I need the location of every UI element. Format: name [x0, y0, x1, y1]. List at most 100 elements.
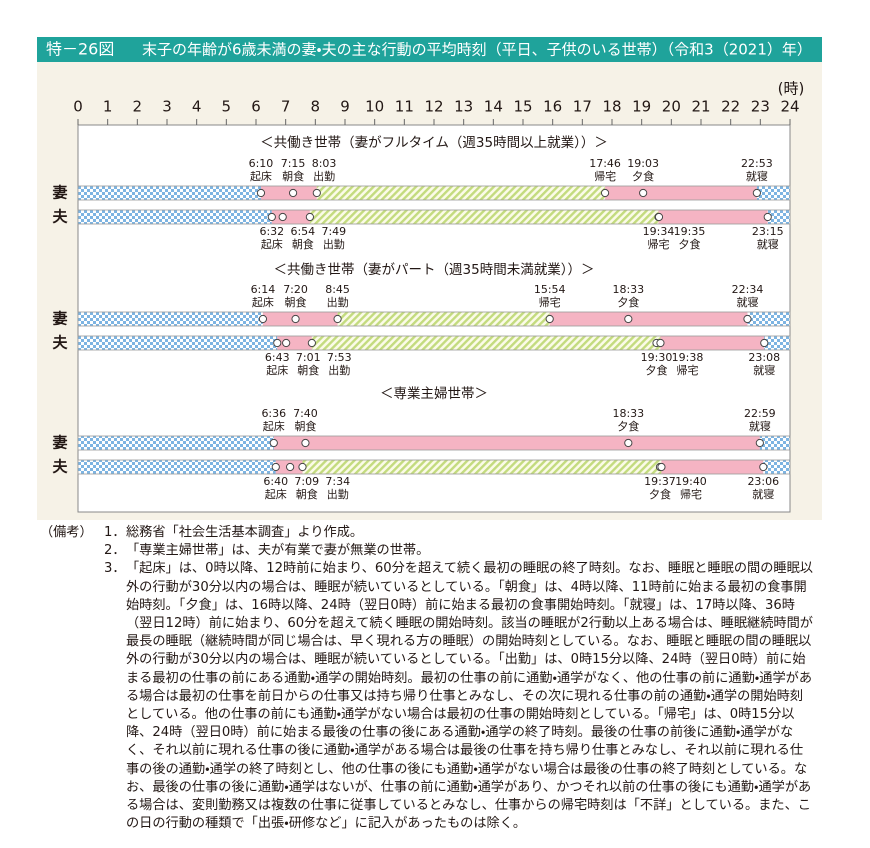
event-marker: [759, 462, 768, 472]
x-tick-label: 6: [251, 98, 261, 116]
bar-outline: [77, 459, 791, 475]
event-time: 6:14: [251, 283, 276, 296]
sleep-segment: [747, 312, 790, 326]
event-marker: [267, 212, 276, 222]
note-number: 1．: [104, 525, 126, 540]
event-time: 19:40: [675, 475, 707, 488]
event-time: 18:33: [612, 283, 644, 296]
event-name: 起床: [266, 364, 288, 377]
row-label: 妻: [52, 310, 67, 328]
event-time: 7:53: [327, 351, 352, 364]
sleep-segment: [763, 460, 790, 474]
row-label: 妻: [52, 184, 67, 202]
note-text: 「起床」は、0時以降、12時前に始まり、60分を超えて続く最初の睡眠の終了時刻。…: [126, 561, 813, 832]
event-time: 6:43: [265, 351, 290, 364]
event-time: 23:06: [747, 475, 779, 488]
event-name: 朝食: [282, 170, 304, 183]
work-segment: [309, 210, 659, 224]
event-marker: [752, 188, 761, 198]
x-tick-label: 11: [395, 98, 414, 116]
chart: 特－26図 末子の年齢が6歳未満の妻・夫の主な行動の平均時刻（平日、子供のいる世…: [37, 37, 822, 520]
row-label: 妻: [52, 434, 67, 452]
event-time: 6:36: [261, 407, 286, 420]
event-time: 6:54: [290, 225, 315, 238]
note-text: 「専業主婦世帯」は、夫が有業で妻が無業の世帯。: [126, 543, 430, 559]
awake-segment: [660, 336, 765, 350]
event-time: 22:59: [744, 407, 776, 420]
event-marker: [256, 188, 266, 198]
event-name: 起床: [263, 420, 285, 433]
event-name: 起床: [265, 488, 287, 501]
event-time: 8:03: [312, 157, 337, 170]
event-name: 朝食: [296, 488, 318, 501]
event-name: 朝食: [294, 420, 316, 433]
sleep-segment: [756, 186, 790, 200]
event-name: 起床: [261, 238, 283, 251]
event-name: 出勤: [328, 363, 350, 377]
event-time: 19:34: [643, 225, 675, 238]
event-name: 就寝: [752, 487, 774, 501]
event-name: 起床: [252, 296, 274, 309]
event-time: 6:10: [249, 157, 274, 170]
bar-outline: [77, 335, 791, 351]
event-time: 7:34: [325, 475, 350, 488]
event-marker: [312, 188, 321, 198]
sleep-segment: [78, 312, 263, 326]
group-title: ＜共働き世帯（妻がパート（週35時間未満就業））＞: [274, 262, 595, 278]
event-name: 夕食: [632, 170, 654, 183]
sleep-segment: [764, 336, 790, 350]
event-time: 19:37: [644, 475, 676, 488]
sleep-segment: [78, 336, 278, 350]
bar-outline: [77, 209, 791, 225]
event-marker: [545, 314, 554, 324]
event-name: 夕食: [617, 296, 639, 309]
event-marker: [654, 212, 664, 222]
x-tick-label: 17: [573, 98, 592, 116]
event-time: 7:49: [321, 225, 346, 238]
event-name: 就寝: [736, 295, 758, 309]
x-tick-label: 1: [103, 98, 113, 116]
sleep-segment: [767, 210, 790, 224]
event-marker: [291, 314, 300, 324]
event-name: 朝食: [292, 238, 314, 251]
awake-segment: [549, 312, 748, 326]
event-marker: [656, 338, 665, 348]
event-marker: [298, 462, 307, 472]
event-name: 出勤: [313, 169, 335, 183]
event-time: 7:01: [296, 351, 321, 364]
event-marker: [305, 212, 314, 222]
note-item: （備考） 1． 総務省「社会生活基本調査」より作成。: [40, 524, 820, 542]
bar-outline: [77, 311, 791, 327]
event-marker: [258, 314, 268, 324]
event-time: 19:35: [674, 225, 706, 238]
bar-outline: [77, 435, 791, 451]
event-marker: [282, 338, 291, 348]
event-time: 19:03: [627, 157, 659, 170]
row-label: 夫: [52, 458, 68, 476]
x-tick-label: 20: [662, 98, 681, 116]
x-tick-label: 5: [222, 98, 232, 116]
event-name: 夕食: [649, 488, 671, 501]
event-marker: [657, 462, 666, 472]
event-name: 帰宅: [594, 170, 616, 183]
event-name: 就寝: [753, 363, 775, 377]
event-name: 帰宅: [680, 488, 702, 501]
x-tick-label: 24: [780, 98, 799, 116]
event-marker: [743, 314, 752, 324]
event-marker: [278, 212, 287, 222]
event-marker: [273, 338, 282, 348]
sleep-segment: [78, 210, 272, 224]
event-marker: [639, 188, 648, 198]
row-label: 夫: [52, 334, 68, 352]
x-tick-label: 9: [340, 98, 350, 116]
x-axis-label: (時): [778, 80, 805, 98]
event-marker: [269, 438, 278, 448]
x-tick-label: 22: [721, 98, 740, 116]
awake-segment: [605, 186, 757, 200]
x-tick-label: 10: [365, 98, 384, 116]
event-time: 22:53: [741, 157, 773, 170]
event-name: 出勤: [327, 487, 349, 501]
work-segment: [337, 312, 550, 326]
bar-outline: [77, 185, 791, 201]
